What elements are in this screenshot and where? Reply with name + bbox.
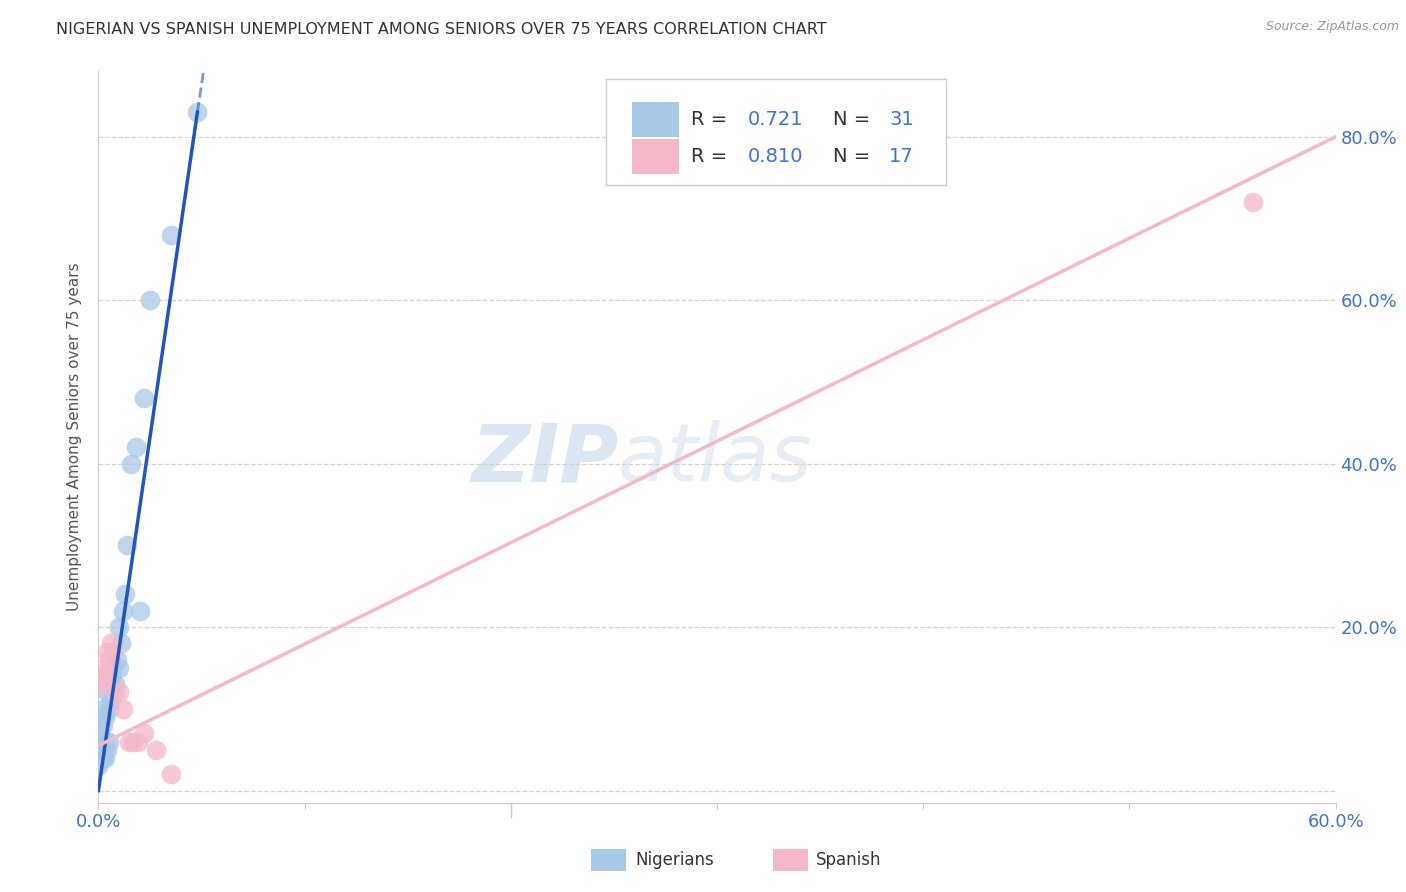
Point [108,620,131,634]
Point [117,538,139,552]
Text: Source: ZipAtlas.com: Source: ZipAtlas.com [1265,20,1399,33]
Point [108,661,131,675]
Point [104,685,127,699]
Point [97,734,120,748]
Point [96,742,118,756]
Point [132,391,155,405]
Point [108,685,131,699]
Point [89,677,111,691]
Point [132,726,155,740]
Point [101,645,124,659]
Y-axis label: Unemployment Among Seniors over 75 years: Unemployment Among Seniors over 75 years [67,263,83,611]
Text: N =: N = [834,111,877,129]
Point [114,587,136,601]
Text: Spanish: Spanish [815,851,882,869]
Point [112,702,135,716]
Text: N =: N = [834,147,877,166]
Text: ZIP: ZIP [471,420,619,498]
Point [101,661,124,675]
Point [96,685,118,699]
Point [118,734,141,748]
Text: Nigerians: Nigerians [636,851,714,869]
Text: NIGERIAN VS SPANISH UNEMPLOYMENT AMONG SENIORS OVER 75 YEARS CORRELATION CHART: NIGERIAN VS SPANISH UNEMPLOYMENT AMONG S… [56,22,827,37]
Point [97,653,120,667]
Point [159,767,181,781]
Point [139,293,162,308]
FancyBboxPatch shape [606,78,946,185]
Point [105,653,128,667]
Point [93,710,115,724]
Point [110,636,132,650]
Point [93,669,115,683]
Text: 0.721: 0.721 [748,111,804,129]
Point [128,604,150,618]
Text: 17: 17 [889,147,914,166]
Point [96,645,118,659]
Point [100,693,122,707]
Point [159,227,181,242]
Point [104,677,127,691]
Point [122,734,145,748]
Point [124,440,146,454]
Point [93,734,115,748]
Point [112,604,135,618]
Point [91,661,114,675]
Point [87,759,110,773]
Text: R =: R = [692,111,734,129]
Text: atlas: atlas [619,420,813,498]
Point [91,751,114,765]
Text: R =: R = [692,147,734,166]
Point [100,636,122,650]
Point [89,726,111,740]
Point [127,734,149,748]
Point [100,669,122,683]
Point [97,702,120,716]
Point [186,105,208,120]
Text: 0.810: 0.810 [748,147,803,166]
Point [93,751,115,765]
Text: 31: 31 [889,111,914,129]
FancyBboxPatch shape [631,139,679,174]
Point [120,457,142,471]
Point [145,742,167,756]
FancyBboxPatch shape [631,103,679,137]
Point [89,742,111,756]
Point [91,669,114,683]
Point [91,718,114,732]
Point [1241,195,1264,210]
Point [91,702,114,716]
